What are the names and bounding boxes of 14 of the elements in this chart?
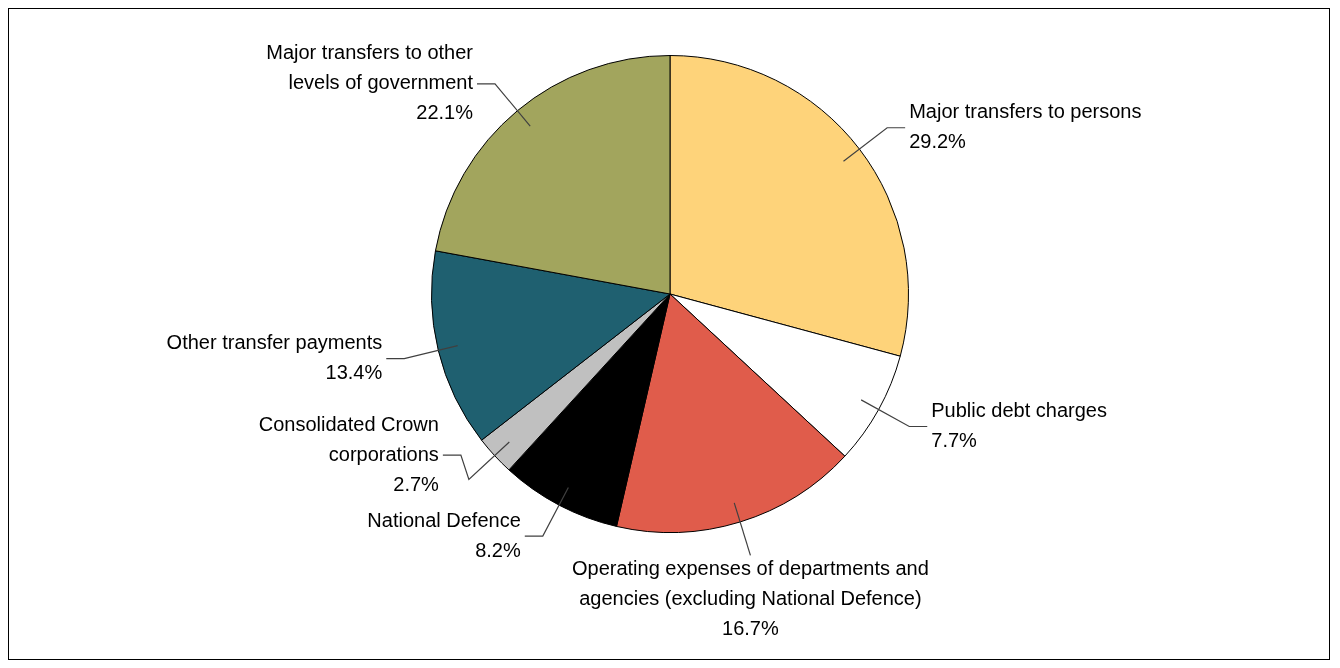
data-label: 2.7% bbox=[393, 472, 440, 495]
slice-label: Major transfers to persons bbox=[909, 100, 1142, 123]
data-label: 29.2% bbox=[909, 130, 967, 153]
data-label: 7.7% bbox=[931, 429, 978, 452]
slice-label: Consolidated Crown corporations bbox=[258, 412, 439, 465]
slice-label: Other transfer payments bbox=[166, 331, 383, 354]
data-label: 8.2% bbox=[475, 538, 521, 561]
data-label: 13.4% bbox=[325, 361, 383, 384]
slice-label: Operating expenses of departments and agencies (excluding National Defence) bbox=[571, 556, 929, 609]
slice-label: National Defence bbox=[367, 508, 521, 531]
data-label: 22.1% bbox=[416, 101, 474, 124]
slice-label: Major transfers to other levels of government bbox=[266, 41, 474, 94]
data-label: 16.7% bbox=[722, 616, 779, 639]
slice-label: Public debt charges bbox=[931, 399, 1107, 422]
